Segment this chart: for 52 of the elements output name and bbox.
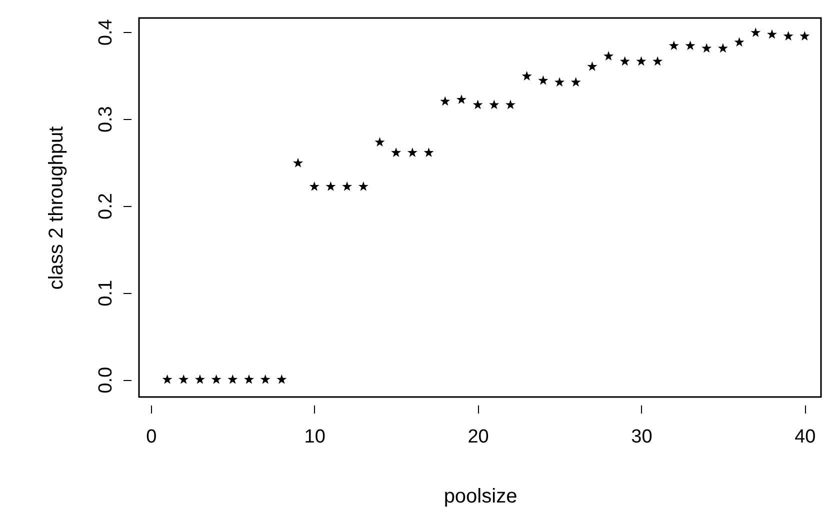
y-tick-label: 0.0 (96, 366, 116, 394)
point (228, 374, 238, 384)
x-tick-label: 40 (794, 426, 816, 448)
point (668, 40, 679, 50)
point (342, 181, 352, 191)
y-tick-label: 0.4 (96, 18, 116, 46)
x-axis-title: poolsize (444, 486, 518, 508)
point (424, 147, 434, 157)
point (734, 37, 744, 47)
point (652, 56, 663, 66)
point (407, 147, 418, 157)
point (326, 181, 336, 191)
point (800, 31, 810, 40)
y-tick-label: 0.2 (96, 193, 116, 220)
point (783, 31, 794, 40)
point (358, 181, 368, 191)
point (718, 43, 728, 53)
y-tick-label: 0.3 (96, 106, 116, 133)
point (636, 56, 646, 66)
point (570, 77, 581, 87)
point (604, 51, 614, 60)
point (702, 43, 712, 53)
x-tick-label: 10 (304, 426, 326, 448)
point (260, 374, 270, 384)
point (472, 100, 483, 110)
point (456, 94, 466, 104)
y-tick-label: 0.1 (96, 280, 116, 306)
point (750, 28, 761, 38)
point (505, 100, 516, 110)
point (211, 374, 222, 384)
point (522, 70, 532, 80)
point (440, 96, 450, 106)
point (685, 40, 696, 50)
point (244, 374, 254, 384)
point (276, 374, 287, 384)
x-tick-label: 30 (631, 426, 652, 448)
point (374, 137, 385, 147)
x-tick-label: 0 (146, 426, 157, 448)
point (293, 158, 304, 168)
x-tick-label: 20 (468, 426, 489, 448)
point (554, 77, 564, 87)
point (162, 374, 172, 384)
point (587, 61, 598, 71)
point (178, 374, 189, 384)
point (309, 181, 320, 191)
point (489, 100, 500, 110)
y-axis-title: class 2 throughput (46, 126, 68, 290)
point (538, 75, 548, 85)
point (391, 147, 402, 157)
point (766, 29, 777, 39)
point (620, 56, 630, 66)
point (194, 374, 205, 384)
